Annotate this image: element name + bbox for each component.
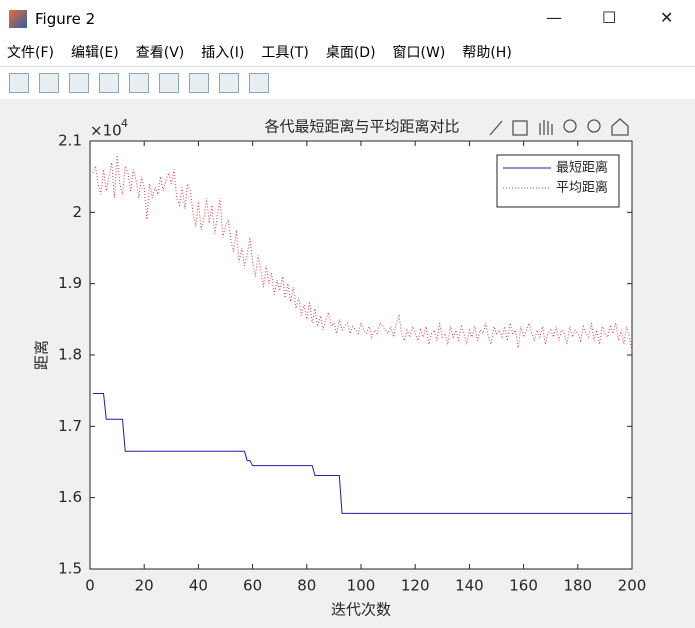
y-multiplier-base: ×10 <box>90 122 122 140</box>
plot-area <box>89 140 633 570</box>
zoom-out-tool[interactable] <box>587 119 601 133</box>
y-tick-label: 1.9 <box>58 274 82 292</box>
y-tick-label: 1.8 <box>58 346 82 364</box>
brush-tool[interactable] <box>489 120 503 136</box>
link-button[interactable] <box>129 73 149 93</box>
x-tick-label: 60 <box>243 577 262 595</box>
colorbar-button[interactable] <box>159 73 179 93</box>
data-tip-tool[interactable] <box>512 120 528 136</box>
new-button[interactable] <box>9 73 29 93</box>
minimize-button[interactable]: — <box>546 8 562 27</box>
pan-tool[interactable] <box>539 120 553 135</box>
x-tick-label: 140 <box>455 577 484 595</box>
y-tick-label: 1.5 <box>58 560 82 578</box>
app-icon <box>9 10 27 28</box>
legend-box <box>496 154 620 208</box>
y-tick-label: 2 <box>72 203 82 221</box>
toolbar <box>0 66 695 100</box>
menu-item[interactable]: 文件(F) <box>7 45 54 61</box>
chart: 各代最短距离与平均距离对比 迭代次数 距离 ×10 4 0 20 40 60 80 100… <box>33 117 647 619</box>
axes-toolbar <box>489 118 629 136</box>
save-button[interactable] <box>69 73 89 93</box>
y-multiplier-exponent: 4 <box>121 117 128 130</box>
menu-item[interactable]: 窗口(W) <box>392 45 446 61</box>
x-tick-label: 80 <box>297 577 316 595</box>
zoom-in-tool[interactable] <box>563 119 577 133</box>
maximize-button[interactable]: ☐ <box>602 8 617 27</box>
legend-button[interactable] <box>189 73 209 93</box>
x-tick-label: 100 <box>347 577 376 595</box>
x-tick-label: 20 <box>135 577 154 595</box>
print-button[interactable] <box>99 73 119 93</box>
x-tick-label: 40 <box>189 577 208 595</box>
window-title: Figure 2 <box>35 10 96 28</box>
x-tick-label: 0 <box>85 577 95 595</box>
series-line <box>92 155 633 352</box>
x-tick-label: 160 <box>509 577 538 595</box>
y-tick-label: 2.1 <box>58 132 82 150</box>
legend-label: 最短距离 <box>556 160 608 176</box>
close-button[interactable]: ✕ <box>660 8 674 27</box>
menu-item[interactable]: 帮助(H) <box>462 45 512 61</box>
select-button[interactable] <box>219 73 239 93</box>
x-tick-label: 180 <box>563 577 592 595</box>
menu-item[interactable]: 编辑(E) <box>70 45 119 61</box>
menu-bar: 文件(F) 编辑(E) 查看(V) 插入(I) 工具(T) 桌面(D) 窗口(W) 帮助(H) <box>0 38 695 66</box>
x-axis-label: 迭代次数 <box>331 601 391 619</box>
x-tick-label: 120 <box>401 577 430 595</box>
menu-item[interactable]: 桌面(D) <box>325 45 376 61</box>
x-tick-label: 200 <box>618 577 647 595</box>
y-tick-label: 1.7 <box>58 417 82 435</box>
open-button[interactable] <box>39 73 59 93</box>
menu-item[interactable]: 插入(I) <box>201 45 245 61</box>
menu-item[interactable]: 工具(T) <box>261 45 309 61</box>
figure-area: 各代最短距离与平均距离对比 迭代次数 距离 ×10 4 0 20 40 60 80 100… <box>0 99 695 628</box>
chart-title: 各代最短距离与平均距离对比 <box>264 118 459 136</box>
legend-label: 平均距离 <box>556 180 608 196</box>
y-tick-label: 1.6 <box>58 488 82 506</box>
property-button[interactable] <box>249 73 269 93</box>
title-bar: Figure 2 — ☐ ✕ <box>0 0 695 38</box>
home-tool[interactable] <box>611 118 629 136</box>
series-line <box>92 393 632 514</box>
menu-item[interactable]: 查看(V) <box>135 45 185 61</box>
y-axis-label: 距离 <box>33 340 51 370</box>
